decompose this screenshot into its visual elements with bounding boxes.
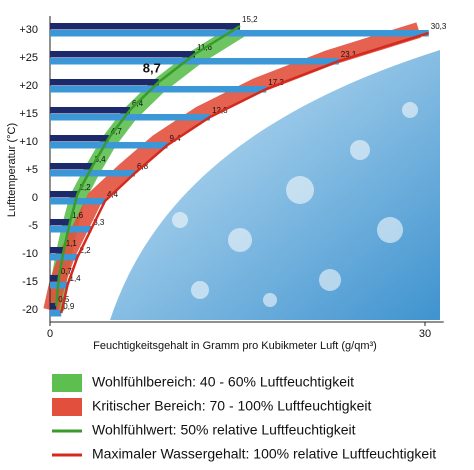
bar: [50, 142, 168, 149]
y-tick-label: -15: [22, 276, 38, 288]
bar: [50, 79, 159, 86]
y-tick-label: +30: [19, 24, 38, 36]
bar: [50, 254, 78, 261]
water-backdrop: [110, 50, 440, 320]
y-axis-title: Lufttemperatur (°C): [6, 123, 18, 217]
bar: [50, 58, 339, 65]
bar: [50, 310, 62, 317]
legend-label: Wohlfühlwert: 50% relative Luftfeuchtigk…: [92, 422, 356, 438]
y-tick-label: +5: [25, 164, 38, 176]
y-tick-label: +20: [19, 80, 38, 92]
value-label: 1,6: [72, 211, 84, 220]
curve: [55, 24, 241, 307]
value-label: 2,2: [80, 246, 92, 255]
legend-swatch: [52, 398, 82, 416]
curve: [60, 31, 430, 314]
y-tick-label: +25: [19, 52, 38, 64]
bar: [50, 198, 105, 205]
legend-swatch: [52, 374, 82, 392]
bar: [50, 51, 195, 58]
legend-label: Maximaler Wassergehalt: 100% relative Lu…: [92, 446, 436, 462]
bar: [50, 170, 135, 177]
value-label: 0,9: [63, 302, 75, 311]
x-tick-label: 0: [47, 328, 53, 340]
bar: [50, 30, 429, 37]
legend-label: Kritischer Bereich: 70 - 100% Luftfeucht…: [92, 398, 371, 414]
bar: [50, 135, 109, 142]
bar: [50, 23, 240, 30]
legend-label: Wohlfühlbereich: 40 - 60% Luftfeuchtigke…: [92, 374, 354, 390]
value-label: 0,7: [61, 267, 73, 276]
value-label: 3,4: [95, 155, 107, 164]
y-tick-label: -20: [22, 304, 38, 316]
value-label: 4,7: [111, 127, 123, 136]
bar: [50, 191, 78, 198]
value-label: 2,2: [80, 183, 92, 192]
value-label: 30,3: [431, 22, 447, 31]
bar: [50, 163, 93, 170]
value-label: 23,1: [341, 50, 357, 59]
y-tick-label: -10: [22, 248, 38, 260]
y-tick-label: +15: [19, 108, 38, 120]
value-label: 3,3: [93, 218, 105, 227]
bar: [50, 107, 130, 114]
value-label: 1,1: [66, 239, 78, 248]
value-label: 17,3: [268, 78, 284, 87]
y-tick-label: +10: [19, 136, 38, 148]
value-label: 8,7: [143, 60, 161, 75]
bar: [50, 86, 267, 93]
bar: [50, 219, 70, 226]
droplets: [172, 102, 418, 307]
y-tick-label: 0: [32, 192, 38, 204]
bar: [50, 226, 92, 233]
bar: [50, 247, 64, 254]
x-axis-title: Feuchtigkeitsgehalt in Gramm pro Kubikme…: [93, 340, 377, 352]
bar: [50, 275, 59, 282]
y-tick-label: -5: [28, 220, 38, 232]
value-label: 15,2: [242, 15, 258, 24]
bar: [50, 114, 210, 121]
bar: [50, 303, 57, 310]
value-label: 1,4: [70, 274, 82, 283]
x-tick-label: 30: [419, 328, 431, 340]
